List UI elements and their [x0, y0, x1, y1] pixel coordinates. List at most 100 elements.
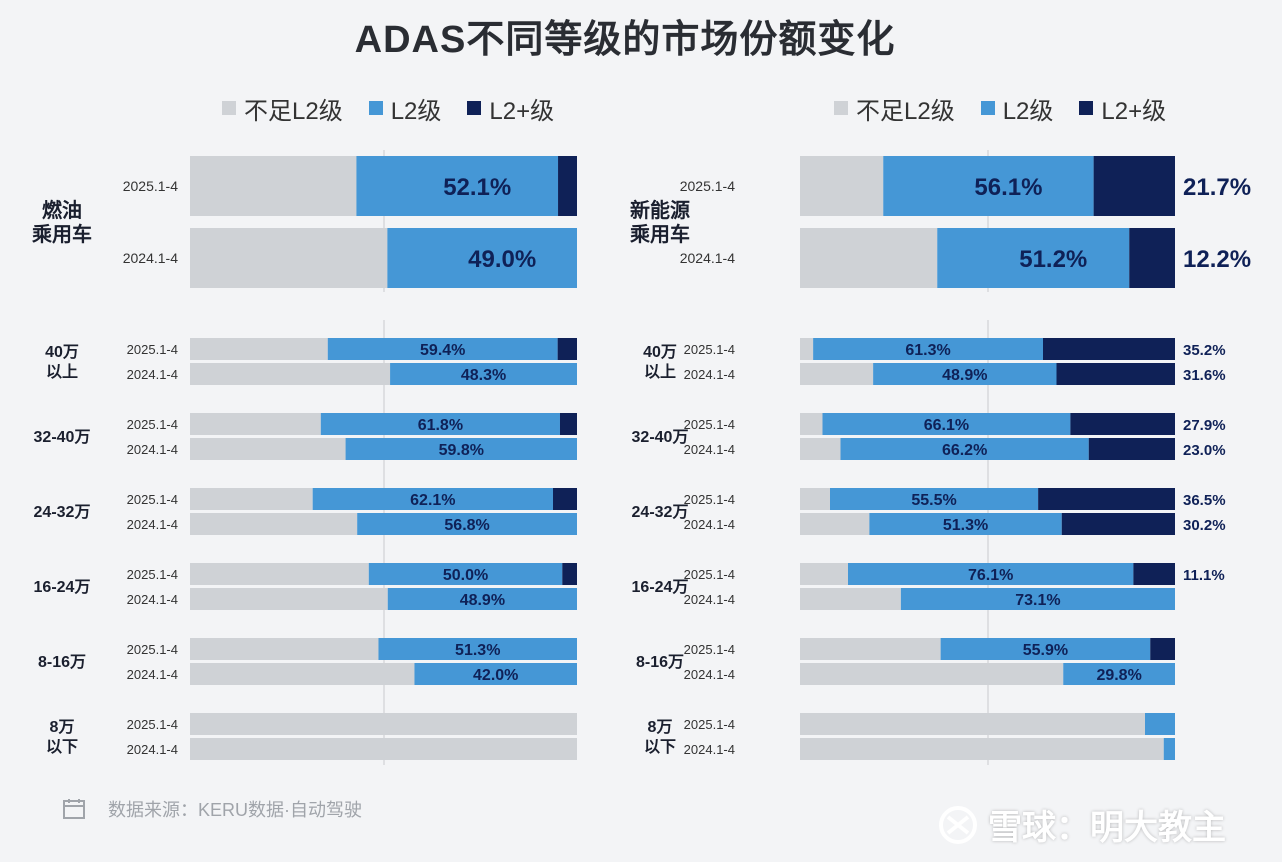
l2-value-label: 56.8%	[444, 517, 489, 534]
bar-l2	[357, 513, 577, 535]
group-label: 24-32万	[632, 504, 689, 521]
chart-title: ADAS不同等级的市场份额变化	[354, 19, 896, 61]
l2-value-label: 52.1%	[443, 174, 511, 201]
l2-value-label: 29.8%	[1096, 667, 1141, 684]
legend-label: 不足L2级	[856, 97, 955, 125]
bar-l2	[1163, 738, 1175, 760]
bar-below-l2	[190, 738, 577, 760]
bar-l2	[1063, 663, 1175, 685]
l2-plus-value-label: 11.1%	[1183, 567, 1225, 584]
l2-value-label: 61.8%	[418, 417, 463, 434]
bar-below-l2	[800, 338, 814, 360]
period-label: 2025.1-4	[123, 178, 178, 194]
period-label: 2024.1-4	[684, 517, 735, 532]
group-label: 16-24万	[34, 579, 91, 596]
l2-value-label: 56.1%	[974, 174, 1042, 201]
bar-below-l2	[190, 588, 388, 610]
bar-l2-plus	[1129, 228, 1175, 288]
bar-l2-plus	[558, 156, 577, 216]
l2-plus-value-label: 35.2%	[1183, 342, 1226, 359]
legend-label: L2+级	[489, 97, 555, 125]
watermark: 雪球：明大教主	[938, 800, 1226, 849]
period-label: 2024.1-4	[127, 592, 178, 607]
legend-item-l2-plus: L2+级	[1079, 91, 1166, 126]
bar-below-l2	[190, 228, 388, 288]
group-label: 8-16万	[636, 654, 684, 671]
group-label: 32-40万	[632, 429, 689, 446]
bar-l2-plus	[1038, 488, 1175, 510]
period-label: 2025.1-4	[127, 342, 178, 357]
legend-swatch	[467, 101, 482, 115]
bar-l2-plus	[553, 488, 577, 510]
bar-l2	[848, 563, 1134, 585]
bar-below-l2	[190, 488, 313, 510]
bar-below-l2	[190, 338, 328, 360]
bar-below-l2	[800, 663, 1064, 685]
period-label: 2025.1-4	[127, 417, 178, 432]
bar-below-l2	[190, 156, 357, 216]
period-label: 2025.1-4	[127, 492, 178, 507]
period-label: 2025.1-4	[684, 492, 735, 507]
bar-l2	[822, 413, 1071, 435]
l2-value-label: 48.9%	[460, 592, 505, 609]
period-label: 2025.1-4	[680, 178, 735, 194]
bar-below-l2	[190, 413, 321, 435]
bar-below-l2	[800, 713, 1145, 735]
bar-below-l2	[800, 228, 938, 288]
period-label: 2025.1-4	[127, 717, 178, 732]
group-label: 以上	[644, 363, 676, 381]
legend-item-l2-plus: L2+级	[467, 91, 554, 126]
bar-l2-plus	[1133, 563, 1175, 585]
bar-l2	[1145, 713, 1175, 735]
bar-l2	[900, 588, 1175, 610]
legend-left: 不足L2级 L2级 L2+级	[222, 91, 580, 126]
bar-below-l2	[800, 438, 841, 460]
period-label: 2024.1-4	[127, 517, 178, 532]
bar-below-l2	[190, 438, 346, 460]
period-label: 2024.1-4	[127, 742, 178, 757]
bar-l2-plus	[1150, 638, 1175, 660]
legend-swatch	[834, 101, 848, 115]
bar-below-l2	[800, 638, 941, 660]
bar-l2	[940, 638, 1151, 660]
l2-value-label: 48.3%	[461, 367, 506, 384]
period-label: 2025.1-4	[684, 717, 735, 732]
l2-value-label: 49.0%	[468, 246, 536, 273]
group-label: 8万	[50, 719, 75, 736]
bar-l2	[869, 513, 1062, 535]
l2-value-label: 55.5%	[911, 492, 956, 509]
legend-item-below-l2: 不足L2级	[834, 91, 955, 126]
bar-l2-plus	[1093, 156, 1175, 216]
bar-l2	[378, 638, 577, 660]
l2-plus-value-label: 31.6%	[1183, 367, 1226, 384]
group-label: 以上	[46, 363, 78, 381]
group-label: 新能源	[630, 198, 690, 222]
bar-l2	[345, 438, 577, 460]
bar-l2	[414, 663, 577, 685]
group-label: 乘用车	[629, 222, 690, 246]
l2-value-label: 51.3%	[943, 517, 988, 534]
period-label: 2024.1-4	[127, 442, 178, 457]
group-label: 8万	[648, 719, 673, 736]
bar-l2	[937, 228, 1130, 288]
l2-value-label: 50.0%	[443, 567, 488, 584]
bar-below-l2	[190, 363, 391, 385]
period-label: 2024.1-4	[680, 250, 735, 266]
bar-l2	[327, 338, 558, 360]
bar-l2	[312, 488, 554, 510]
bar-l2	[387, 228, 577, 288]
l2-value-label: 48.9%	[942, 367, 987, 384]
group-label: 32-40万	[34, 429, 91, 446]
period-label: 2024.1-4	[684, 592, 735, 607]
period-label: 2024.1-4	[684, 367, 735, 382]
bar-l2-plus	[1043, 338, 1175, 360]
group-label: 乘用车	[31, 222, 92, 246]
l2-value-label: 66.1%	[924, 417, 969, 434]
bar-below-l2	[190, 563, 369, 585]
l2-value-label: 55.9%	[1023, 642, 1068, 659]
bar-l2	[830, 488, 1039, 510]
group-label: 24-32万	[34, 504, 91, 521]
legend-right: 不足L2级 L2级 L2+级	[834, 91, 1192, 126]
bar-below-l2	[800, 738, 1164, 760]
legend-label: L2+级	[1101, 97, 1167, 125]
